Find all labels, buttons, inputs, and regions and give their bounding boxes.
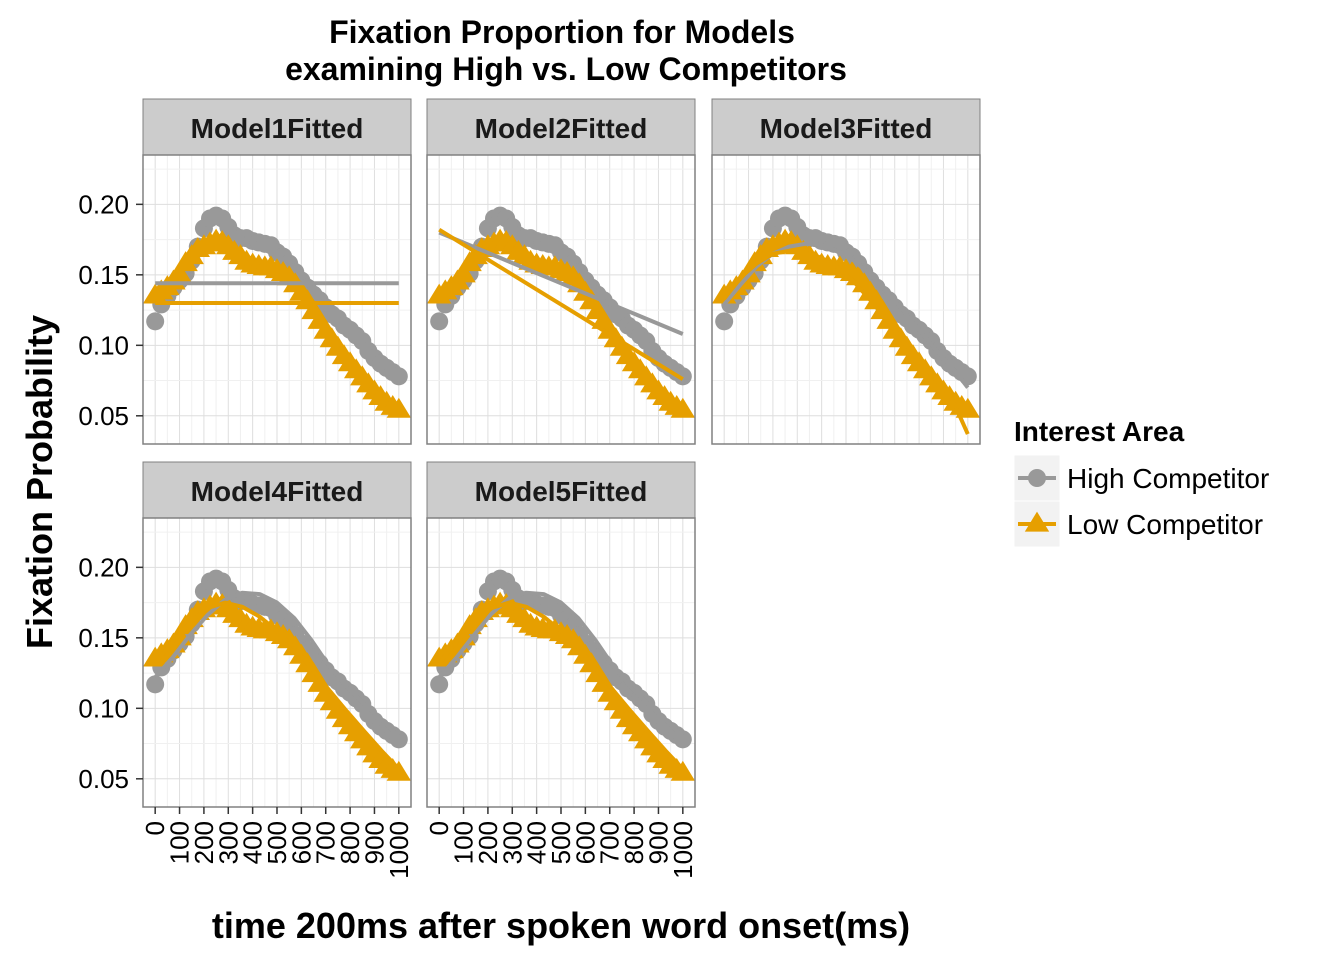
legend-label: Low Competitor	[1067, 509, 1263, 540]
data-point-high-competitor	[673, 367, 692, 386]
x-tick-label: 0	[140, 821, 170, 835]
panel-border	[711, 154, 981, 445]
facet-strip-label: Model5Fitted	[475, 476, 648, 507]
legend: Interest Area High Competitor Low Competi…	[1013, 416, 1269, 548]
facet-strip	[426, 98, 696, 156]
data-point-high-competitor	[146, 312, 165, 331]
facet-panels: Model1Fitted Model2Fitted Model3Fitted Mode…	[142, 98, 981, 808]
fitted-lines	[722, 241, 970, 435]
legend-entries: High Competitor Low Competitor	[1013, 454, 1269, 548]
y-axes: 0.05 0.10 0.15 0.20 0.05 0.10 0.15 0.20	[78, 189, 143, 794]
x-tick-label: 700	[311, 821, 341, 864]
y-tick-label: 0.20	[78, 552, 129, 582]
legend-title: Interest Area	[1014, 416, 1185, 447]
panel-border	[426, 154, 696, 445]
facet-strip-label: Model4Fitted	[191, 476, 364, 507]
observed-points	[143, 206, 411, 418]
observed-points	[427, 206, 695, 418]
fitted-lines	[153, 590, 401, 771]
y-tick-label: 0.10	[78, 330, 129, 360]
y-tick-label: 0.20	[78, 189, 129, 219]
x-tick-label: 900	[643, 821, 673, 864]
facet-strip	[142, 98, 412, 156]
facet-strip	[426, 461, 696, 519]
facet-strip-label: Model3Fitted	[760, 113, 933, 144]
fitted-line-low-competitor	[438, 227, 684, 381]
facet-strip	[711, 98, 981, 156]
x-tick-label: 1000	[668, 821, 698, 879]
data-point-low-competitor	[955, 397, 980, 418]
x-tick-label: 100	[165, 821, 195, 864]
legend-label: High Competitor	[1067, 463, 1269, 494]
data-point-high-competitor	[430, 312, 449, 331]
facet-panel: Model5Fitted	[426, 461, 696, 808]
facet-strip-label: Model1Fitted	[191, 113, 364, 144]
x-tick-label: 200	[189, 821, 219, 864]
y-tick-label: 0.05	[78, 401, 129, 431]
data-point-low-competitor	[451, 262, 476, 283]
y-tick-label: 0.15	[78, 260, 129, 290]
facet-strip-label: Model2Fitted	[475, 113, 648, 144]
facet-panel: Model1Fitted	[142, 98, 412, 445]
data-point-high-competitor	[389, 367, 408, 386]
facet-panel: Model2Fitted	[426, 98, 696, 445]
fitted-lines	[437, 590, 685, 771]
y-tick-label: 0.10	[78, 693, 129, 723]
fitted-line-low-competitor	[437, 600, 685, 771]
x-tick-label: 400	[238, 821, 268, 864]
x-tick-label: 900	[359, 821, 389, 864]
x-tick-label: 800	[619, 821, 649, 864]
x-tick-label: 300	[497, 821, 527, 864]
fitted-line-low-competitor	[153, 600, 401, 771]
data-point-low-competitor	[167, 262, 192, 283]
data-point-high-competitor	[430, 675, 449, 694]
y-axis-title: Fixation Probability	[19, 315, 60, 649]
x-tick-label: 1000	[384, 821, 414, 879]
x-tick-label: 600	[570, 821, 600, 864]
x-tick-label: 0	[424, 821, 454, 835]
chart-title-line-2: examining High vs. Low Competitors	[285, 51, 847, 87]
facet-panel: Model3Fitted	[711, 98, 981, 445]
fitted-line-high-competitor	[153, 590, 401, 738]
x-tick-label: 300	[213, 821, 243, 864]
panel-grid	[711, 155, 981, 444]
y-tick-label: 0.05	[78, 764, 129, 794]
legend-key-triangle	[1024, 511, 1050, 532]
x-tick-label: 600	[286, 821, 316, 864]
panel-grid	[426, 155, 696, 444]
y-tick-label: 0.15	[78, 623, 129, 653]
fitted-lines	[155, 281, 399, 305]
data-point-low-competitor	[386, 397, 411, 418]
x-tick-label: 500	[546, 821, 576, 864]
legend-key-circle	[1028, 469, 1046, 487]
x-tick-label: 200	[473, 821, 503, 864]
fitted-line-high-competitor	[438, 230, 684, 336]
panel-border	[142, 154, 412, 445]
fitted-line-low-competitor	[722, 248, 970, 435]
data-point-high-competitor	[146, 675, 165, 694]
chart-title-line-1: Fixation Proportion for Models	[329, 14, 795, 50]
data-point-low-competitor	[386, 760, 411, 781]
data-point-low-competitor	[670, 760, 695, 781]
x-tick-label: 100	[449, 821, 479, 864]
data-point-low-competitor	[670, 397, 695, 418]
fitted-line-high-competitor	[437, 590, 685, 738]
x-tick-label: 700	[595, 821, 625, 864]
x-tick-label: 500	[262, 821, 292, 864]
x-tick-label: 400	[522, 821, 552, 864]
fitted-lines	[438, 227, 684, 381]
x-axis-title: time 200ms after spoken word onset(ms)	[212, 905, 910, 946]
facet-panel: Model4Fitted	[142, 461, 412, 808]
x-tick-label: 800	[335, 821, 365, 864]
data-point-high-competitor	[715, 312, 734, 331]
observed-points	[712, 206, 980, 418]
